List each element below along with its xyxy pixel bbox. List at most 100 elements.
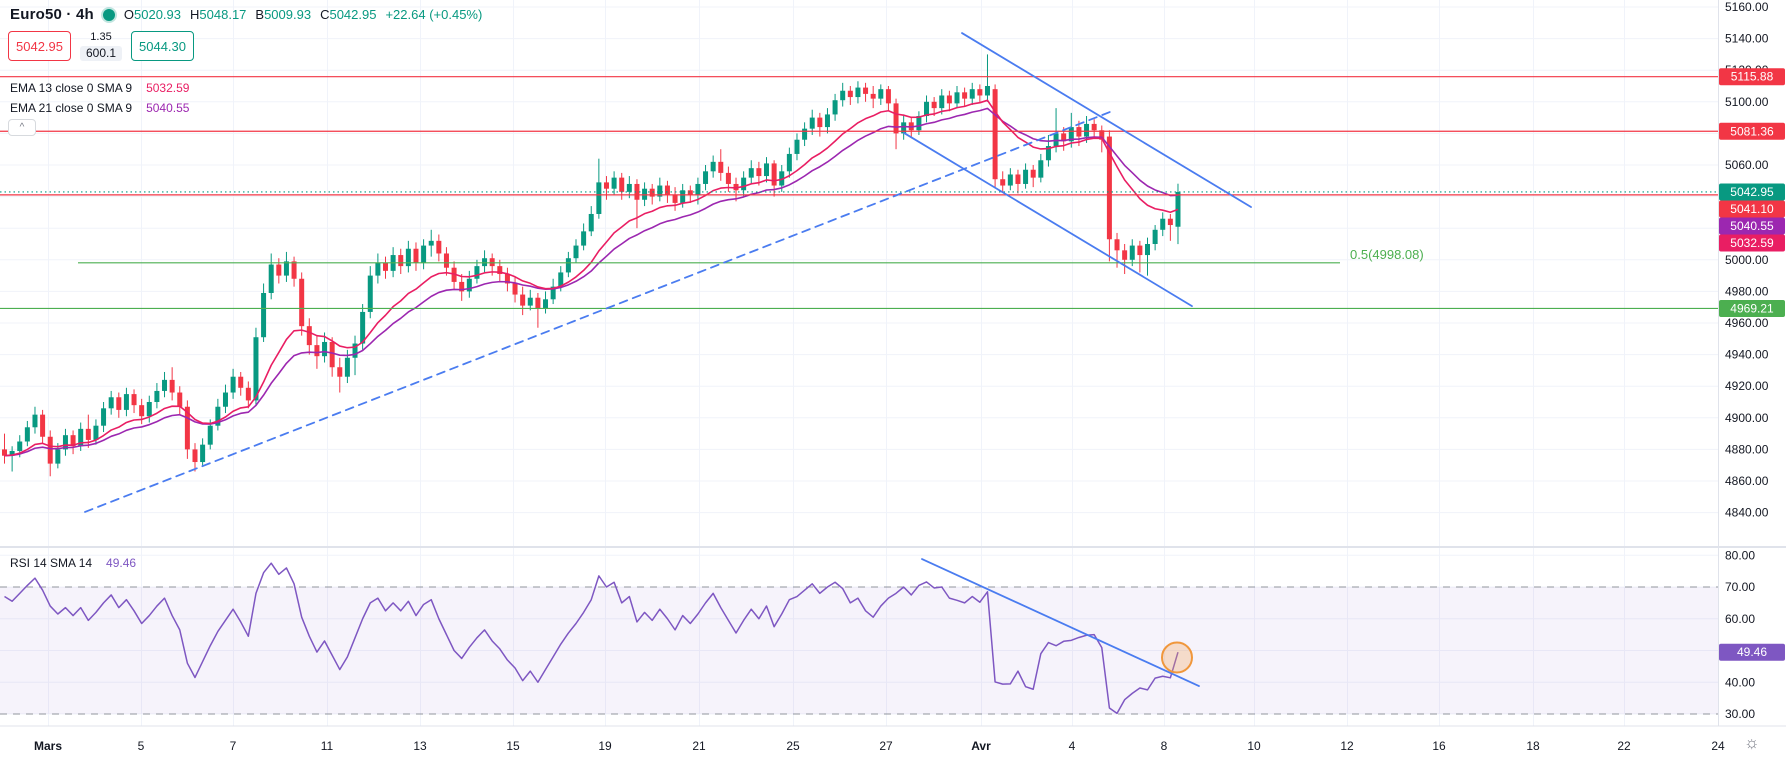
candle-body — [62, 435, 68, 450]
price-axis-tick: 5140.00 — [1725, 32, 1769, 46]
candle-body — [657, 185, 663, 197]
rsi-trendline[interactable] — [921, 558, 1200, 687]
candle-body — [870, 93, 876, 99]
price-trendline-dashed[interactable] — [84, 109, 1116, 513]
candle-body — [710, 161, 716, 172]
spread-column: 1.35 600.1 — [78, 31, 124, 61]
candle-body — [672, 195, 678, 203]
candle-body — [535, 297, 541, 309]
rsi-line[interactable] — [4, 562, 1179, 715]
candle-body — [817, 117, 823, 128]
indicator-legend-rsi[interactable]: RSI 14 SMA 14 49.46 — [10, 556, 137, 570]
rsi-breakout-highlight-circle[interactable] — [1161, 641, 1193, 674]
lot-size-field[interactable]: 600.1 — [79, 46, 123, 61]
candle-body — [47, 436, 53, 464]
ema21-line[interactable] — [4, 107, 1179, 457]
price-levels — [0, 76, 1718, 310]
candle-body — [466, 278, 472, 292]
candle-body — [847, 90, 853, 98]
indicator-legend-ema21[interactable]: EMA 21 close 0 SMA 9 5040.55 — [10, 101, 190, 115]
candle-body — [375, 262, 381, 276]
candle-body — [504, 274, 510, 284]
candle-body — [992, 89, 998, 180]
candle-body — [786, 153, 792, 172]
chevron-up-icon: ^ — [19, 122, 25, 133]
time-axis-tick: 10 — [1247, 739, 1261, 753]
candle-body — [283, 261, 289, 276]
candle-body — [885, 89, 891, 104]
candle-body — [367, 275, 373, 312]
candle-body — [489, 258, 495, 267]
buy-button[interactable]: 5044.30 — [131, 31, 194, 61]
time-axis-tick: 7 — [230, 739, 237, 753]
price-axis-tick: 4900.00 — [1725, 411, 1769, 425]
ohlc-close: C5042.95 — [320, 7, 377, 22]
candle-body — [1129, 245, 1135, 260]
time-axis-tick: 15 — [506, 739, 520, 753]
ohlc-low: B5009.93 — [255, 7, 312, 22]
time-axis-tick: 24 — [1711, 739, 1725, 753]
time-axis-settings-icon[interactable]: ☼ — [1744, 733, 1760, 752]
candle-body — [314, 345, 320, 357]
candle-body — [946, 95, 952, 104]
candle-body — [398, 255, 404, 267]
candle-body — [329, 341, 335, 368]
price-trendline[interactable] — [961, 32, 1252, 208]
candle-body — [756, 168, 762, 177]
time-axis-tick: 18 — [1526, 739, 1540, 753]
candle-body — [200, 444, 206, 463]
candle-body — [1175, 191, 1181, 227]
price-badge — [1719, 200, 1785, 218]
candle-body — [1099, 130, 1105, 140]
fib-level-label: 0.5(4998.08) — [1350, 247, 1424, 262]
symbol-title[interactable]: Euro50 · 4h — [10, 6, 94, 23]
candle-body — [680, 190, 686, 203]
axis-badges: 5115.88 5081.36 5042.95 5041.10 5040.55 5032.… — [1719, 68, 1785, 661]
candle-body — [1152, 229, 1158, 244]
indicator-legend-ema13[interactable]: EMA 13 close 0 SMA 9 5032.59 — [10, 81, 190, 95]
quote-widget: 5042.95 1.35 600.1 5044.30 — [8, 31, 194, 61]
price-axis-tick: 4860.00 — [1725, 474, 1769, 488]
candle-body — [268, 264, 274, 293]
candle-body — [855, 87, 861, 98]
candle-body — [984, 86, 990, 96]
candle-body — [1007, 174, 1013, 186]
candle-body — [596, 182, 602, 214]
candle-body — [32, 414, 38, 428]
collapse-pane-button[interactable]: ^ — [8, 119, 36, 136]
price-badge-value: 5081.36 — [1730, 124, 1774, 138]
price-change: +22.64 (+0.45%) — [385, 7, 483, 22]
ohlc-open: O5020.93 — [123, 7, 182, 22]
candle-body — [184, 406, 190, 450]
price-axis[interactable]: 5160.005140.005120.005100.005060.005000.… — [1725, 0, 1769, 721]
candle-body — [962, 92, 968, 99]
candle-body — [261, 292, 267, 338]
candle-body — [383, 262, 388, 271]
time-axis-tick: Avr — [971, 739, 991, 753]
candle-body — [764, 163, 769, 177]
candle-body — [642, 188, 648, 200]
candle-body — [581, 231, 587, 246]
candle-body — [322, 341, 328, 357]
candle-body — [1023, 169, 1029, 184]
price-trendline[interactable] — [903, 132, 1193, 307]
time-axis-tick: 27 — [879, 739, 893, 753]
sell-button[interactable]: 5042.95 — [8, 31, 71, 61]
candle-body — [9, 450, 15, 456]
candle-body — [634, 183, 640, 200]
candles-series[interactable] — [2, 54, 1181, 477]
price-axis-tick: 4960.00 — [1725, 316, 1769, 330]
candle-body — [154, 390, 160, 402]
candle-body — [1114, 239, 1120, 251]
candle-body — [497, 266, 503, 275]
time-axis[interactable]: Mars 5 7 11 13 15 19 21 25 27 Avr 4 8 10 12 16 18 22 24 — [34, 739, 1725, 753]
live-status-icon[interactable] — [102, 8, 115, 21]
candle-body — [748, 168, 754, 178]
candle-body — [177, 392, 183, 407]
candle-body — [24, 427, 30, 442]
time-axis-tick: 21 — [692, 739, 706, 753]
price-badge — [1719, 643, 1785, 661]
candle-body — [520, 294, 526, 306]
